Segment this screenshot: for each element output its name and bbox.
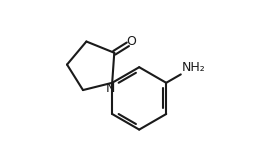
Text: O: O (127, 35, 136, 48)
Text: N: N (106, 82, 116, 95)
Text: NH₂: NH₂ (182, 61, 205, 74)
